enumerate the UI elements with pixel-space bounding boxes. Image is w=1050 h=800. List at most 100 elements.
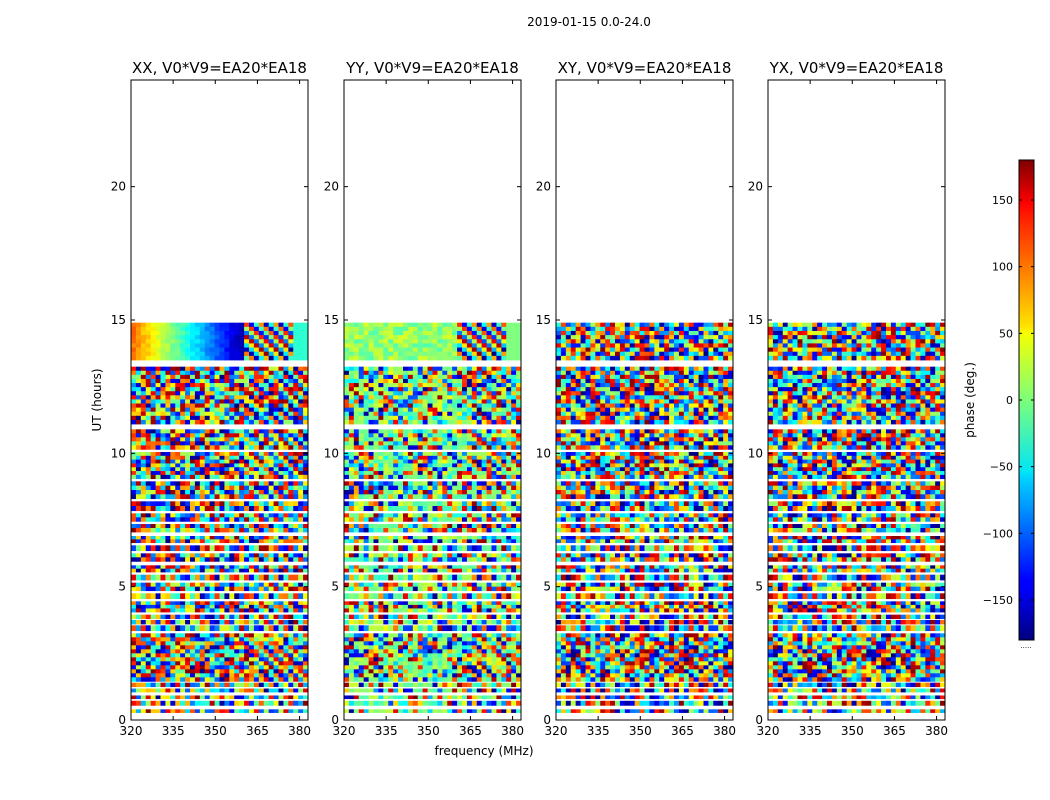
heatmap-cell (303, 501, 309, 507)
heatmap-cell (249, 330, 255, 336)
heatmap-cell (471, 545, 478, 552)
heatmap-cell (209, 653, 215, 658)
heatmap-cell (239, 673, 245, 678)
heatmap-cell (150, 601, 156, 606)
heatmap-cell (388, 429, 394, 434)
heatmap-cell (244, 383, 250, 388)
heatmap-cell (204, 471, 211, 476)
heatmap-cell (239, 661, 245, 666)
heatmap-cell (278, 574, 284, 581)
heatmap-cell (234, 637, 240, 642)
heatmap-cell (293, 490, 299, 495)
heatmap-cell (442, 452, 448, 457)
heatmap-cell (244, 641, 250, 646)
heatmap-cell (303, 494, 309, 500)
heatmap-cell (516, 608, 522, 613)
heatmap-cell (199, 669, 206, 674)
heatmap-cell (155, 633, 161, 638)
heatmap-cell (432, 463, 438, 468)
heatmap-cell (185, 387, 191, 392)
heatmap-cell (516, 620, 522, 625)
heatmap-cell (393, 459, 399, 464)
heatmap-cell (501, 553, 507, 558)
heatmap-cell (180, 339, 186, 344)
heatmap-cell (155, 391, 161, 396)
heatmap-cell (155, 485, 161, 491)
heatmap-cell (368, 374, 374, 380)
heatmap-cell (190, 528, 196, 533)
heatmap-cell (398, 709, 404, 713)
heatmap-cell (135, 513, 142, 518)
heatmap-cell (219, 601, 225, 606)
heatmap-cell (234, 347, 240, 353)
heatmap-cell (437, 657, 443, 662)
heatmap-cell (288, 657, 294, 662)
heatmap-cell (253, 669, 260, 674)
heatmap-cell (278, 586, 284, 592)
heatmap-cell (170, 528, 176, 533)
heatmap-cell (263, 669, 270, 674)
heatmap-cell (407, 474, 414, 480)
heatmap-cell (239, 601, 245, 606)
heatmap-cell (442, 574, 448, 581)
heatmap-cell (486, 593, 492, 600)
heatmap-cell (268, 586, 274, 592)
heatmap-cell (160, 653, 166, 658)
heatmap-cell (398, 688, 404, 693)
heatmap-cell (150, 343, 156, 348)
heatmap-cell (258, 339, 265, 344)
heatmap-cell (378, 433, 384, 438)
heatmap-cell (253, 411, 260, 417)
heatmap-cell (412, 459, 419, 464)
heatmap-cell (214, 490, 220, 495)
heatmap-cell (229, 445, 235, 450)
heatmap-cell (214, 485, 220, 491)
heatmap-cell (140, 330, 147, 336)
heatmap-cell (348, 565, 355, 570)
heatmap-cell (288, 604, 294, 609)
heatmap-cell (180, 528, 186, 533)
heatmap-cell (219, 625, 225, 632)
heatmap-cell (253, 485, 260, 491)
heatmap-cell (348, 485, 355, 491)
heatmap-cell (219, 633, 225, 638)
heatmap-cell (268, 524, 274, 529)
heatmap-cell (239, 339, 245, 344)
heatmap-cell (165, 471, 171, 476)
heatmap-cell (190, 513, 196, 518)
heatmap-cell (278, 387, 284, 392)
heatmap-cell (140, 620, 147, 625)
heatmap-cell (175, 429, 181, 434)
heatmap-cell (417, 633, 424, 638)
heatmap-cell (190, 539, 196, 544)
heatmap-cell (427, 620, 433, 625)
heatmap-cell (234, 553, 240, 558)
heatmap-cell (452, 625, 458, 632)
heatmap-cell (298, 695, 304, 700)
heatmap-cell (348, 471, 355, 476)
heatmap-cell (160, 374, 166, 380)
heatmap-cell (160, 395, 166, 400)
heatmap-cell (229, 366, 235, 372)
heatmap-cell (398, 700, 404, 706)
heatmap-cell (353, 586, 360, 592)
heatmap-cell (209, 665, 215, 670)
heatmap-cell (194, 517, 201, 522)
heatmap-cell (363, 669, 369, 674)
heatmap-cell (368, 565, 374, 570)
heatmap-cell (383, 641, 389, 646)
heatmap-cell (175, 524, 181, 529)
heatmap-cell (249, 608, 255, 613)
heatmap-cell (437, 565, 443, 570)
heatmap-cell (442, 553, 448, 558)
heatmap-cell (457, 665, 463, 670)
heatmap-cell (481, 490, 487, 495)
heatmap-cell (303, 665, 309, 670)
heatmap-cell (131, 536, 137, 540)
heatmap-cell (273, 620, 279, 625)
heatmap-cell (263, 374, 270, 380)
heatmap-cell (373, 524, 379, 529)
heatmap-cell (344, 568, 350, 573)
heatmap-cell (244, 378, 250, 384)
heatmap-cell (209, 695, 215, 700)
